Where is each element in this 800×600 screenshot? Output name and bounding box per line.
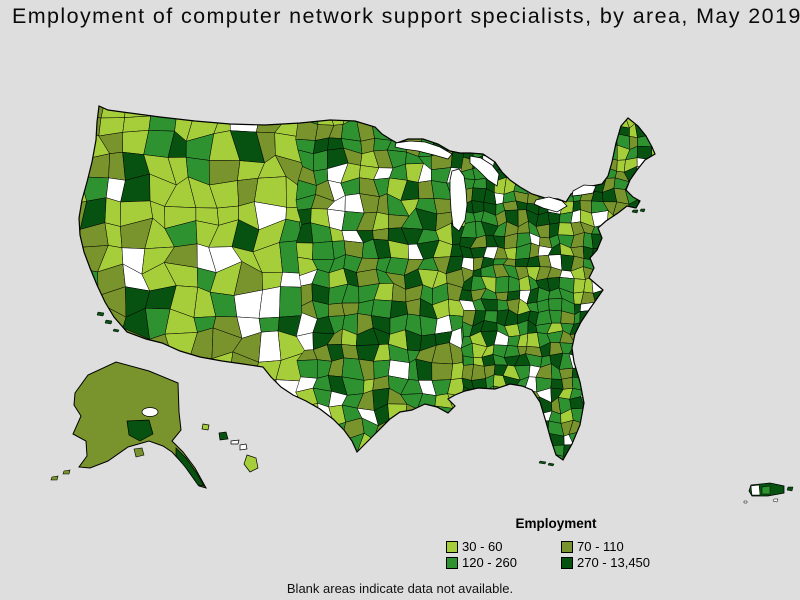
legend-label-120-260: 120 - 260 <box>462 555 517 570</box>
alaska <box>50 361 208 489</box>
legend-item-270-13450: 270 - 13,450 <box>561 556 696 569</box>
legend-swatch-120-260 <box>446 556 458 569</box>
great-lakes <box>394 140 597 232</box>
legend-item-70-110: 70 - 110 <box>561 540 696 553</box>
puerto-rico <box>743 482 794 504</box>
footer-note: Blank areas indicate data not available. <box>286 581 514 596</box>
legend-swatch-70-110 <box>561 540 573 553</box>
legend-items: 30 - 60 70 - 110 120 - 260 270 - 13,450 <box>446 540 696 569</box>
legend-swatch-270-13450 <box>561 556 573 569</box>
page-title: Employment of computer network support s… <box>12 4 800 28</box>
small-islands <box>96 208 646 467</box>
map-legend: Employment 30 - 60 70 - 110 120 - 260 27… <box>446 516 696 569</box>
legend-label-30-60: 30 - 60 <box>462 539 503 554</box>
hawaii <box>201 423 259 473</box>
legend-label-70-110: 70 - 110 <box>577 539 624 554</box>
legend-title: Employment <box>515 516 597 531</box>
legend-swatch-30-60 <box>446 540 458 553</box>
us-outline <box>78 105 656 461</box>
legend-item-30-60: 30 - 60 <box>446 540 561 553</box>
legend-label-270-13450: 270 - 13,450 <box>577 555 651 570</box>
legend-item-120-260: 120 - 260 <box>446 556 561 569</box>
